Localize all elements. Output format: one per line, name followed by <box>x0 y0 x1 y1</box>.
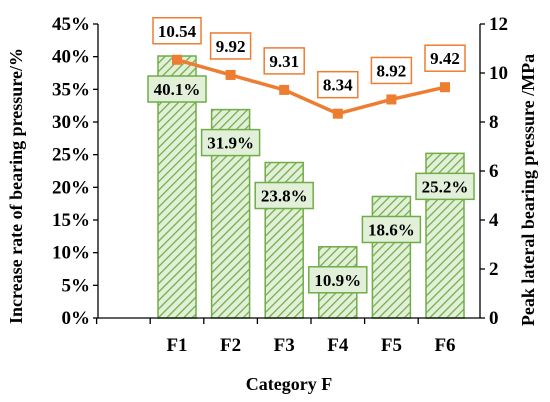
bar-data-label-F2: 31.9% <box>207 134 254 153</box>
x-tick-label-F5: F5 <box>381 335 402 356</box>
x-axis-title: Category F <box>246 374 332 394</box>
line-data-label-F4: 8.34 <box>323 76 353 95</box>
y-right-tick-label: 0 <box>489 308 499 329</box>
line-data-label-F3: 9.31 <box>269 52 299 71</box>
line-marker-F3 <box>279 84 290 95</box>
bar-F5 <box>371 195 412 319</box>
x-tick-label-F4: F4 <box>327 335 349 356</box>
peak-pressure-line <box>176 58 446 116</box>
y-left-tick-label: 0% <box>62 308 91 329</box>
y-left-tick-label: 10% <box>52 243 90 264</box>
y-right-tick-label: 12 <box>489 14 508 35</box>
bar-data-label-F5: 18.6% <box>368 220 415 239</box>
bar-label-box-F3 <box>254 181 314 210</box>
line-data-label-F6: 9.42 <box>430 49 460 68</box>
line-label-box-F5 <box>370 56 413 85</box>
line-data-label-F5: 8.92 <box>377 61 407 80</box>
y-left-axis-title: Increase rate of bearing pressure/% <box>6 48 26 324</box>
y-right-tick-label: 6 <box>489 161 499 182</box>
y-left-tick-label: 40% <box>52 47 90 68</box>
y-right-tick-label: 10 <box>489 63 508 84</box>
y-left-tick-label: 20% <box>52 177 90 198</box>
x-tick-label-F1: F1 <box>166 335 187 356</box>
x-tick-label-F2: F2 <box>220 335 241 356</box>
bar-data-label-F1: 40.1% <box>154 80 201 99</box>
line-data-label-F1: 10.54 <box>158 22 197 41</box>
line-label-box-F4 <box>317 70 359 99</box>
line-marker-F1 <box>172 54 182 65</box>
bar-data-label-F3: 23.8% <box>261 187 308 206</box>
bar-label-box-F4 <box>308 266 368 294</box>
line-label-box-F1 <box>152 17 202 45</box>
bar-label-box-F6 <box>415 172 475 201</box>
line-marker-F2 <box>225 69 236 80</box>
y-right-axis-title: Peak lateral bearing pressure /MPa <box>518 54 538 326</box>
y-right-tick-label: 8 <box>489 112 499 133</box>
bar-data-label-F6: 25.2% <box>422 177 469 196</box>
x-tick-label-F6: F6 <box>434 335 455 356</box>
y-left-tick-label: 25% <box>52 145 90 166</box>
y-right-tick-label: 4 <box>489 210 499 231</box>
line-marker-F4 <box>332 108 343 119</box>
y-left-tick-label: 45% <box>52 14 90 35</box>
x-tick-label-F3: F3 <box>274 335 295 356</box>
line-data-label-F2: 9.92 <box>216 37 246 56</box>
line-label-box-F2 <box>209 32 252 60</box>
line-marker-F6 <box>440 82 450 93</box>
line-marker-F5 <box>386 94 397 105</box>
bar-label-box-F1 <box>147 75 207 103</box>
y-left-tick-label: 15% <box>52 210 90 231</box>
y-right-tick-label: 2 <box>489 259 499 280</box>
y-left-tick-label: 30% <box>52 112 90 133</box>
line-label-box-F6 <box>424 44 466 72</box>
line-label-box-F3 <box>263 47 305 75</box>
bar-data-label-F4: 10.9% <box>314 271 361 290</box>
y-left-tick-label: 5% <box>62 275 91 296</box>
bar-label-box-F5 <box>361 215 422 244</box>
bar-label-box-F2 <box>200 128 261 157</box>
y-left-tick-label: 35% <box>52 79 90 100</box>
